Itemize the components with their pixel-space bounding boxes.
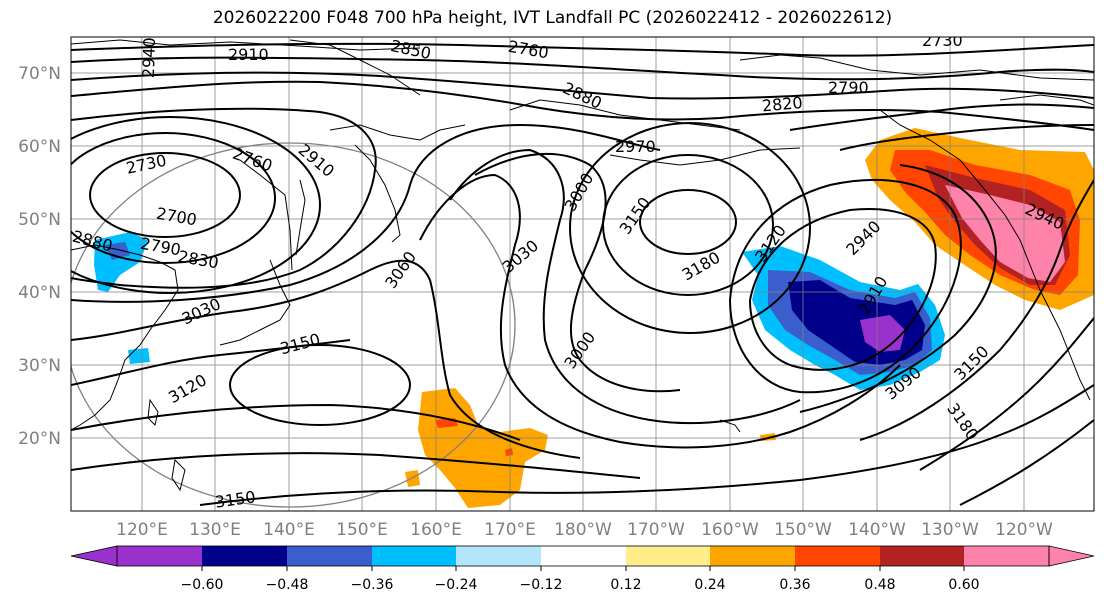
lon-label: 170°W <box>627 520 685 540</box>
colorbar-segment <box>626 546 710 566</box>
range-ring <box>71 142 516 508</box>
ivt-shading <box>94 128 1094 508</box>
colorbar-segment <box>795 546 880 566</box>
colorbar-tick-label: 0.36 <box>779 577 810 593</box>
lon-labels: 120°E 130°E 140°E 150°E 160°E 170°E 180°… <box>116 520 1053 540</box>
colorbar-tick-label: 0.12 <box>610 577 641 593</box>
lon-label: 140°W <box>848 520 906 540</box>
lon-label: 140°E <box>263 520 315 540</box>
contour-label: 3150 <box>214 487 257 511</box>
lon-label: 160°W <box>701 520 759 540</box>
lat-label: 60°N <box>18 137 61 157</box>
colorbar-tick-label: −0.36 <box>351 577 394 593</box>
colorbar-segment <box>456 546 541 566</box>
lon-label: 170°E <box>484 520 536 540</box>
colorbar-extend-high <box>1048 545 1095 567</box>
colorbar-tick-label: 0.24 <box>694 577 725 593</box>
map-title: 2026022200 F048 700 hPa height, IVT Land… <box>212 8 893 28</box>
lat-label: 40°N <box>18 283 61 303</box>
colorbar-tick-label: −0.24 <box>435 577 478 593</box>
contour-label: 2820 <box>761 93 803 115</box>
colorbar-extend-low <box>70 545 118 567</box>
lon-label: 130°E <box>189 520 241 540</box>
contour-label: 2910 <box>228 45 269 64</box>
positive-region-subtropic <box>418 388 548 508</box>
colorbar-segment <box>880 546 964 566</box>
lat-label: 20°N <box>18 429 61 449</box>
lon-label: 120°E <box>116 520 168 540</box>
map-panel: 2940 2910 2850 2760 2730 2790 2820 2880 … <box>71 31 1094 511</box>
colorbar-tick-label: 0.60 <box>948 577 979 593</box>
lon-label: 150°E <box>336 520 388 540</box>
contour-label: 2970 <box>615 137 656 156</box>
contour-label: 2940 <box>139 37 159 78</box>
colorbar-segment <box>287 546 372 566</box>
lat-label: 70°N <box>18 64 61 84</box>
colorbar-segment <box>710 546 795 566</box>
colorbar-segment <box>202 546 287 566</box>
lon-label: 160°E <box>410 520 462 540</box>
coastlines <box>71 39 1094 492</box>
lon-label: 180°W <box>554 520 612 540</box>
map-frame <box>70 36 1095 512</box>
lon-label: 120°W <box>995 520 1053 540</box>
colorbar-segment <box>541 546 626 566</box>
lat-label: 30°N <box>18 356 61 376</box>
lat-label: 50°N <box>18 210 61 230</box>
contour-label: 2790 <box>828 78 869 97</box>
colorbar-tick-label: 0.48 <box>864 577 895 593</box>
colorbar: −0.60 −0.48 −0.36 −0.24 −0.12 0.12 0.24 … <box>70 545 1095 593</box>
positive-region-pink <box>945 185 1065 282</box>
colorbar-tick-label: −0.12 <box>520 577 563 593</box>
colorbar-tick-label: −0.48 <box>266 577 309 593</box>
colorbar-tick-label: −0.60 <box>181 577 224 593</box>
lat-labels: 70°N 60°N 50°N 40°N 30°N 20°N <box>18 64 61 449</box>
lon-label: 150°W <box>774 520 832 540</box>
graticule <box>71 37 1094 511</box>
colorbar-segment <box>964 546 1049 566</box>
colorbar-segment <box>372 546 456 566</box>
contour-label: 2730 <box>922 31 963 50</box>
colorbar-segment <box>117 546 202 566</box>
lon-label: 130°W <box>921 520 979 540</box>
height-contours <box>71 42 1094 506</box>
